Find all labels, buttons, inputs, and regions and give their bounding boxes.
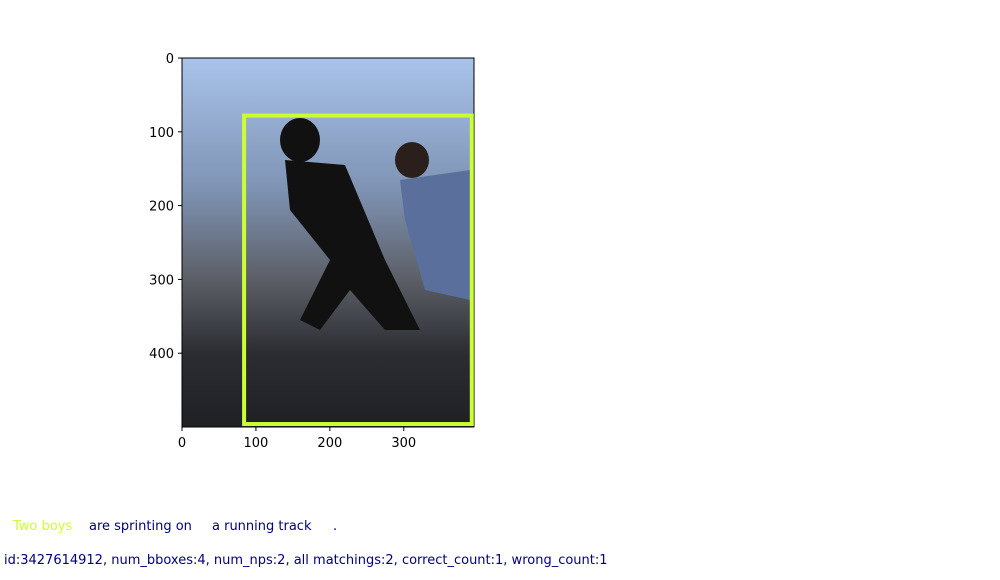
caption-segment: a running track bbox=[212, 519, 312, 534]
caption-segment: Two boys bbox=[12, 519, 72, 534]
caption-segment: . bbox=[333, 519, 337, 534]
info-line: id:3427614912, num_bboxes:4, num_nps:2, … bbox=[4, 553, 608, 568]
y-tick-label: 400 bbox=[149, 347, 174, 362]
caption: Two boys are sprinting on a running track. bbox=[12, 519, 337, 534]
runners bbox=[280, 118, 470, 330]
y-tick-label: 200 bbox=[149, 200, 174, 215]
x-tick-label: 0 bbox=[178, 436, 186, 451]
axes-frame bbox=[181, 57, 475, 428]
x-tick-label: 200 bbox=[317, 436, 342, 451]
y-tick-label: 300 bbox=[149, 273, 174, 288]
y-tick-label: 100 bbox=[149, 126, 174, 141]
caption-segment: are sprinting on bbox=[89, 519, 192, 534]
axes: 0 100 200 300 0 100 200 300 400 bbox=[149, 52, 475, 451]
x-tick-label: 300 bbox=[391, 436, 416, 451]
y-tick-label: 0 bbox=[166, 52, 174, 67]
x-tick-label: 100 bbox=[244, 436, 269, 451]
bounding-box bbox=[242, 113, 474, 427]
